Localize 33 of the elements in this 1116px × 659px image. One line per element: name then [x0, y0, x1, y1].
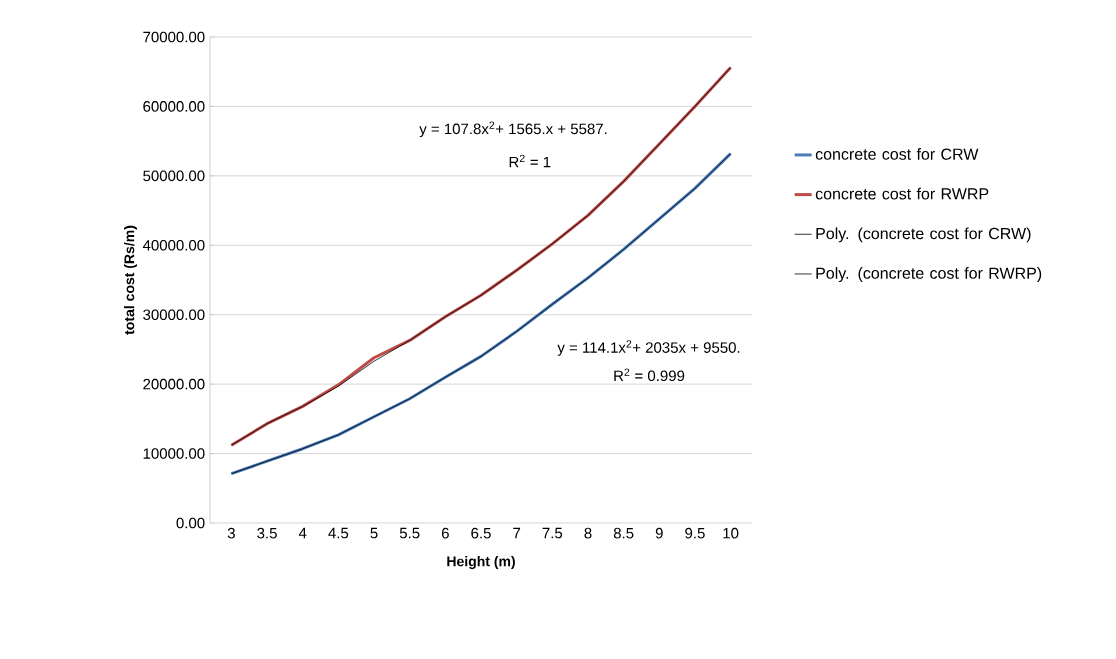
- y-tick-label: 0.00: [176, 517, 205, 529]
- x-tick-label: 5: [370, 527, 378, 539]
- x-tick-label: 6: [441, 527, 449, 539]
- y-tick-label: 40000.00: [142, 239, 205, 251]
- y-axis-title: total cost (Rs/m): [123, 225, 138, 335]
- x-tick-label: 7: [513, 527, 521, 539]
- x-tick-label: 6.5: [471, 527, 491, 539]
- legend-label: concrete cost for RWRP: [815, 187, 989, 200]
- annotation: R$^{2}$ = 0.999: [614, 368, 685, 382]
- x-tick-label: 3.5: [257, 527, 277, 539]
- x-axis-title: Height (m): [447, 556, 515, 570]
- annotation: y = 107.8x$^{2}$+ 1565.x + 5587.: [419, 121, 607, 138]
- x-tick-label: 9.5: [685, 527, 705, 539]
- legend-label: Poly. (concrete cost for CRW): [816, 227, 1031, 243]
- annotation: y = 114.1x$^{2}$+ 2035x + 9550.: [557, 340, 740, 356]
- x-tick-label: 8.5: [613, 527, 634, 539]
- x-tick-label: 4.5: [328, 527, 349, 539]
- annotation: R$^{2}$ = 1: [509, 154, 551, 168]
- y-tick-label: 10000.00: [143, 448, 205, 459]
- x-tick-label: 5.5: [399, 527, 420, 539]
- legend-label: Poly. (concrete cost for RWRP): [816, 267, 1042, 283]
- y-tick-label: 60000.00: [143, 101, 205, 112]
- x-tick-label: 3: [227, 527, 235, 539]
- x-tick-label: 10: [723, 527, 739, 539]
- legend-label: concrete cost for CRW: [815, 148, 979, 160]
- x-tick-label: 4: [298, 527, 307, 539]
- y-tick-label: 20000.00: [143, 378, 205, 390]
- x-tick-label: 7.5: [542, 527, 563, 539]
- y-tick-label: 70000.00: [143, 31, 205, 43]
- x-tick-label: 9: [655, 527, 663, 539]
- y-tick-label: 30000.00: [143, 309, 205, 321]
- y-tick-label: 50000.00: [143, 170, 205, 182]
- x-tick-label: 8: [584, 527, 592, 539]
